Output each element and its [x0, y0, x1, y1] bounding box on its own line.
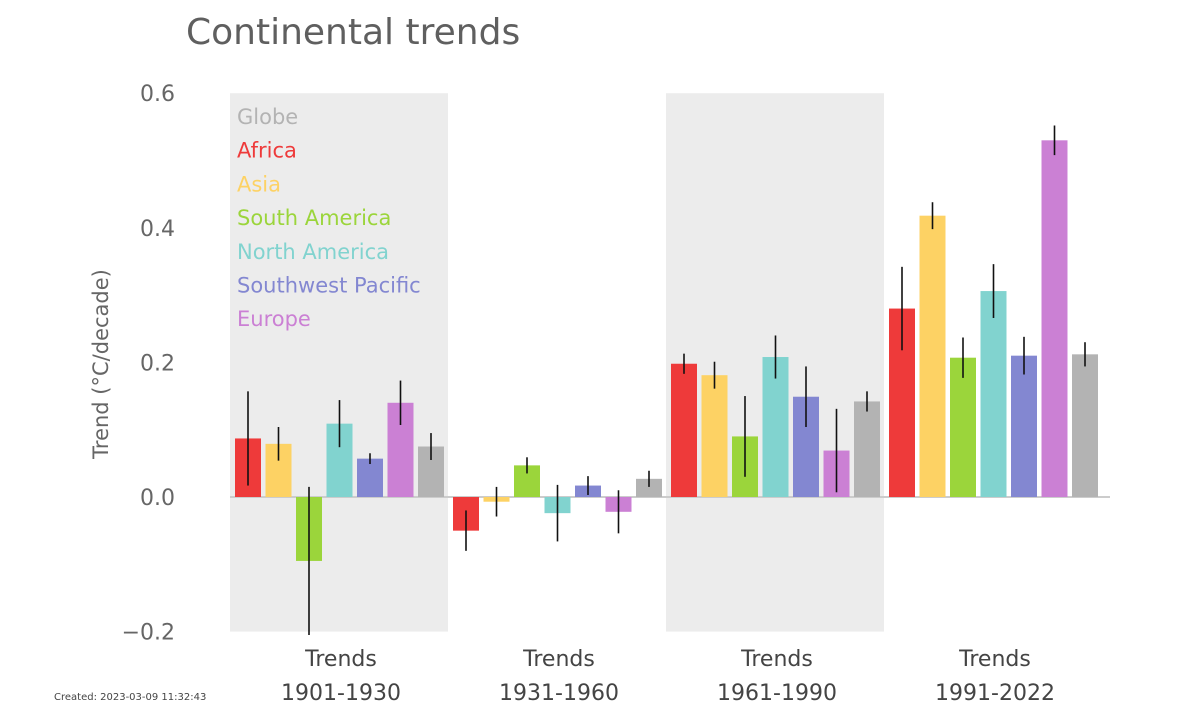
bar	[1011, 355, 1037, 497]
group-label-line2: 1931-1960	[499, 681, 619, 706]
y-tick-label: 0.0	[140, 486, 175, 511]
legend-entry: Southwest Pacific	[237, 274, 421, 298]
bar	[854, 401, 880, 497]
created-timestamp: Created: 2023-03-09 11:32:43	[54, 692, 206, 703]
legend: Globe Africa Asia South America North Americ…	[237, 105, 421, 331]
y-tick-label: 0.4	[140, 217, 175, 242]
bar	[919, 215, 946, 497]
legend-entry: North America	[237, 240, 389, 264]
group-label-line1: Trends	[522, 647, 595, 672]
y-axis-label: Trend (°C/decade)	[89, 269, 113, 460]
group-label-line1: Trends	[304, 647, 377, 672]
bar	[1072, 354, 1098, 497]
y-axis-ticks: 0.6 0.4 0.2 0.0 −0.2	[122, 82, 175, 645]
shaded-region	[230, 93, 448, 632]
y-tick-label: −0.2	[122, 621, 175, 646]
legend-entry: Europe	[237, 307, 311, 331]
legend-entry: South America	[237, 206, 391, 230]
legend-entry: Africa	[237, 139, 297, 163]
bar	[636, 478, 662, 497]
bar	[762, 357, 789, 497]
group-label-line1: Trends	[740, 647, 813, 672]
chart-title: Continental trends	[186, 12, 520, 53]
group-label-line1: Trends	[958, 647, 1031, 672]
group-label-line2: 1961-1990	[717, 681, 837, 706]
group-label-line2: 1991-2022	[935, 681, 1055, 706]
x-axis-group-labels: Trends 1901-1930 Trends 1931-1960 Trends 1961…	[281, 647, 1055, 706]
bar	[671, 363, 697, 497]
bar	[357, 458, 383, 497]
legend-entry: Asia	[237, 172, 281, 196]
group-label-line2: 1901-1930	[281, 681, 401, 706]
legend-entry: Globe	[237, 105, 298, 129]
bar	[980, 291, 1007, 497]
bar	[701, 375, 728, 497]
bar	[1041, 140, 1068, 497]
y-tick-label: 0.2	[140, 351, 175, 376]
y-tick-label: 0.6	[140, 82, 175, 107]
error-bars	[247, 125, 1086, 635]
bar	[950, 357, 976, 497]
